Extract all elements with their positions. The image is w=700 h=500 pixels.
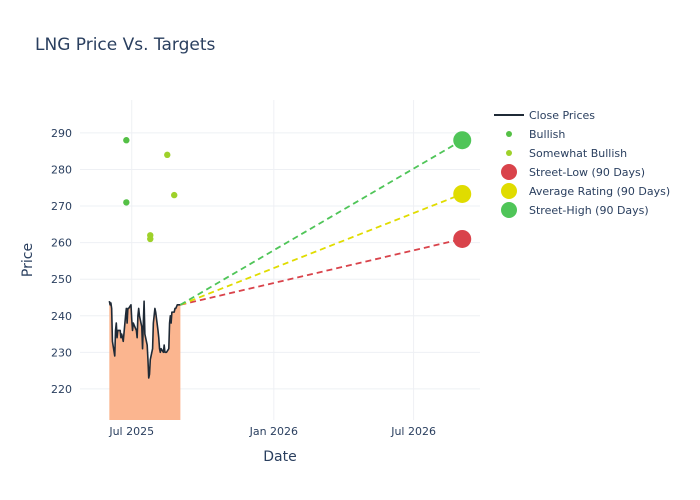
close-prices-line <box>108 300 181 379</box>
street-low-line <box>180 238 463 306</box>
price-area <box>109 301 181 420</box>
legend-label: Street-High (90 Days) <box>529 204 649 217</box>
street-high-line <box>179 139 463 306</box>
y-axis-ticks: 220 230 240 250 260 270 280 290 <box>51 127 72 396</box>
street-high-point <box>453 131 472 150</box>
y-tick-label: 290 <box>51 127 72 140</box>
legend-swatch <box>501 183 517 199</box>
y-tick-label: 260 <box>51 237 72 250</box>
somewhat-bullish-point <box>164 151 171 159</box>
chart-title: LNG Price Vs. Targets <box>35 35 216 55</box>
legend-label: Average Rating (90 Days) <box>529 185 670 198</box>
x-tick-label: Jul 2025 <box>108 425 154 438</box>
y-tick-label: 230 <box>51 346 72 359</box>
y-tick-label: 240 <box>51 310 72 323</box>
legend-label: Bullish <box>529 128 565 141</box>
legend-label: Close Prices <box>529 109 595 122</box>
x-tick-label: Jan 2026 <box>249 425 298 438</box>
legend-item[interactable]: Street-High (90 Days) <box>501 202 649 218</box>
x-tick-label: Jul 2026 <box>390 425 436 438</box>
y-axis-title: Price <box>20 243 36 277</box>
legend-item[interactable]: Average Rating (90 Days) <box>501 183 670 199</box>
close-prices-area <box>109 301 181 420</box>
legend[interactable]: Close Prices Bullish Somewhat Bullish Stree… <box>494 109 670 218</box>
legend-swatch <box>501 202 517 218</box>
y-tick-label: 270 <box>51 200 72 213</box>
legend-item[interactable]: Street-Low (90 Days) <box>501 164 645 180</box>
legend-swatch <box>506 150 512 156</box>
legend-label: Street-Low (90 Days) <box>529 166 645 179</box>
x-axis-ticks: Jul 2025 Jan 2026 Jul 2026 <box>108 425 436 438</box>
street-low-point <box>453 229 472 248</box>
bullish-point <box>123 199 130 206</box>
average-rating-point <box>453 184 472 203</box>
somewhat-bullish-point <box>171 191 178 199</box>
series-points <box>123 131 472 248</box>
legend-item[interactable]: Bullish <box>506 128 565 141</box>
legend-label: Somewhat Bullish <box>529 147 627 160</box>
somewhat-bullish-point <box>147 235 154 243</box>
bullish-point <box>123 137 130 144</box>
series-lines <box>108 139 463 379</box>
y-tick-label: 220 <box>51 383 72 396</box>
legend-item[interactable]: Somewhat Bullish <box>506 147 627 160</box>
legend-item[interactable]: Close Prices <box>494 109 595 122</box>
x-axis-title: Date <box>263 449 296 465</box>
legend-swatch <box>501 164 517 180</box>
y-tick-label: 250 <box>51 273 72 286</box>
legend-swatch <box>506 131 512 137</box>
y-tick-label: 280 <box>51 163 72 176</box>
average-rating-line <box>180 193 463 306</box>
